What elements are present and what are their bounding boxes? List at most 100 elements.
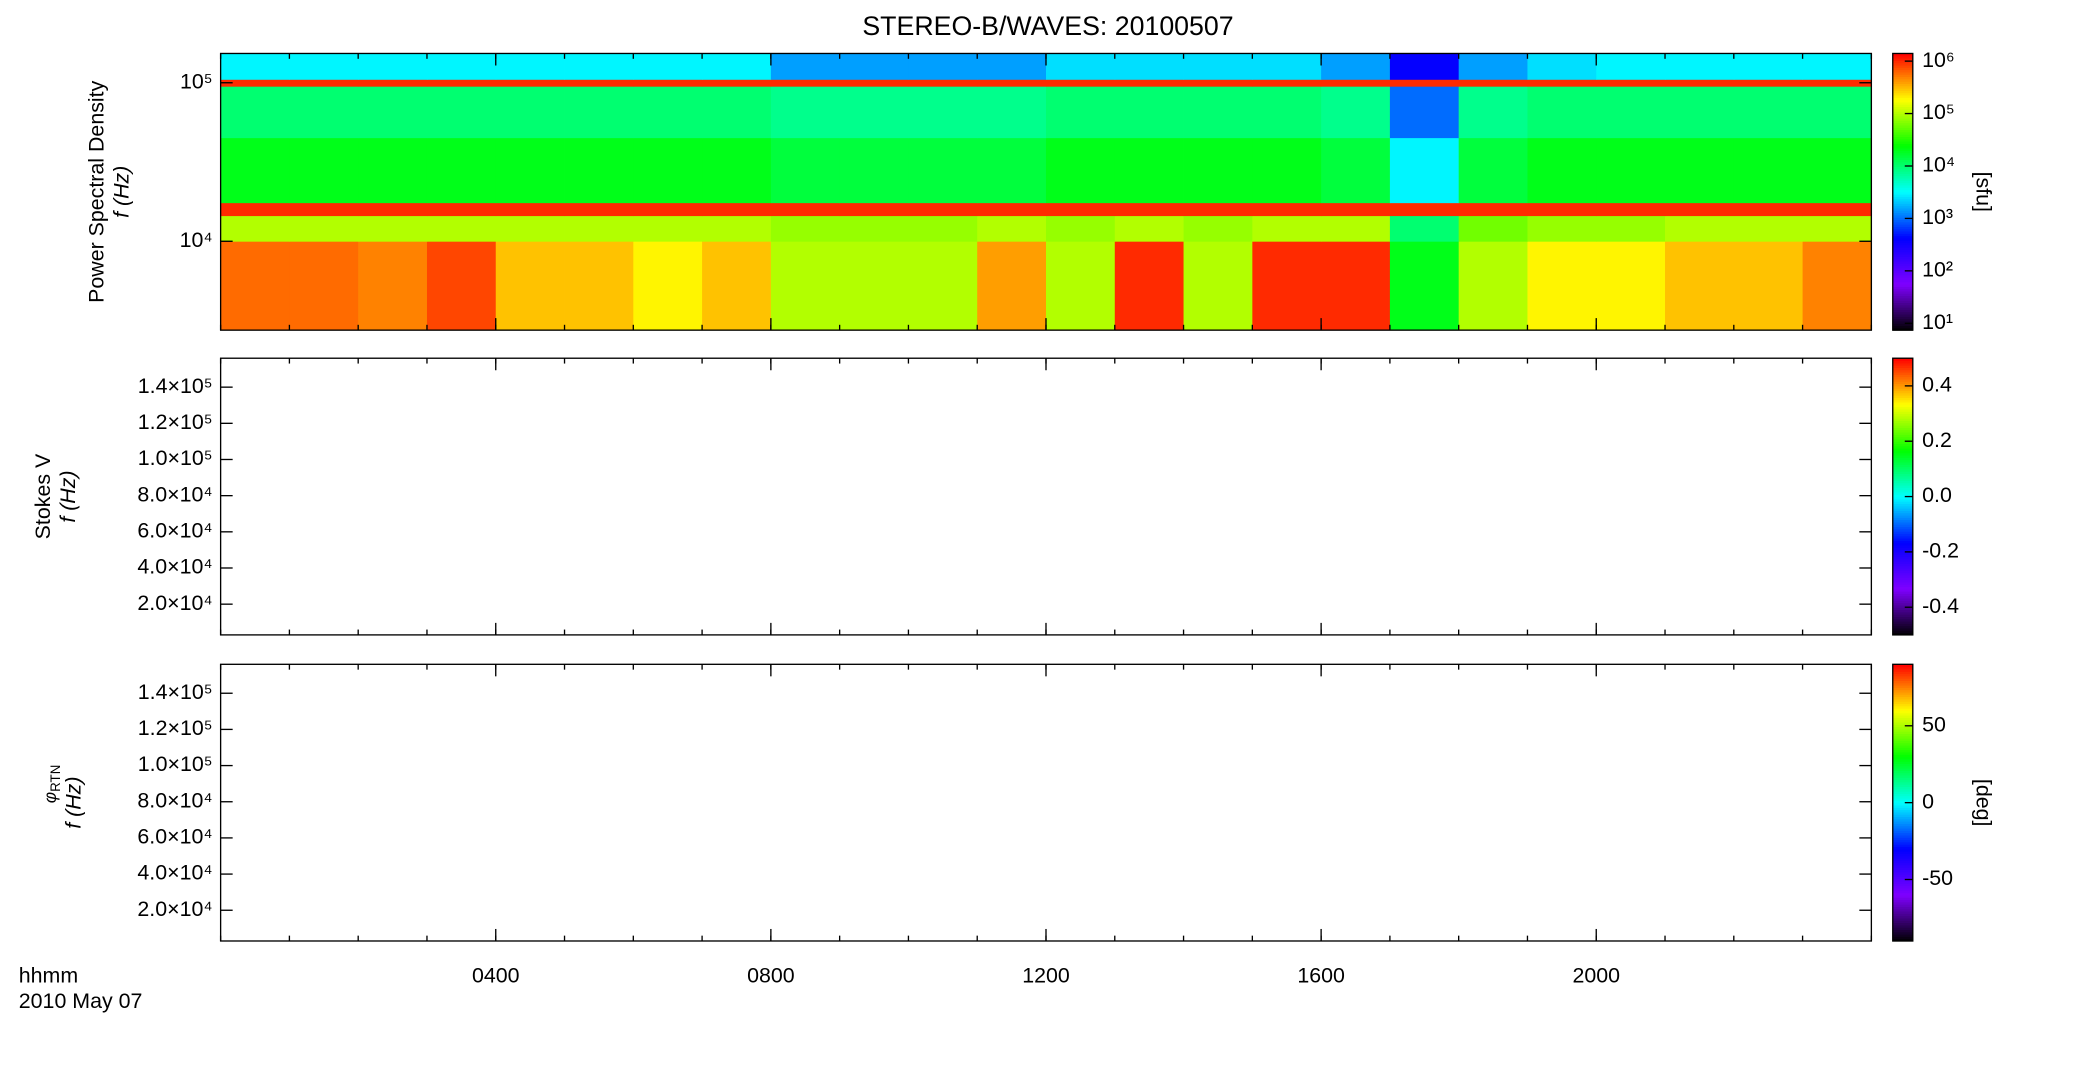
colorbar-segment [1892, 228, 1913, 232]
colorbar-segment [1892, 917, 1913, 921]
colorbar-tick-label: 10⁶ [1922, 48, 1955, 72]
colorbar-segment [1892, 64, 1913, 68]
heatmap-cell [633, 215, 703, 242]
colorbar-segment [1892, 869, 1913, 873]
colorbar-segment [1892, 853, 1913, 857]
colorbar-segment [1892, 673, 1913, 677]
heatmap-cell [1458, 202, 1528, 217]
colorbar-segment [1892, 897, 1913, 901]
colorbar-tick-label: -50 [1922, 866, 1953, 890]
colorbar-segment [1892, 111, 1913, 114]
colorbar-segment [1892, 374, 1913, 378]
colorbar-segment [1892, 464, 1913, 468]
colorbar-segment [1892, 830, 1913, 834]
colorbar-segment [1892, 104, 1913, 108]
colorbar-segment [1892, 837, 1913, 841]
colorbar-segment [1892, 360, 1913, 364]
colorbar-segment [1892, 226, 1913, 230]
colorbar-segment [1892, 480, 1913, 484]
heatmap-cell [1665, 86, 1735, 139]
colorbar-segment [1892, 127, 1913, 131]
heatmap-cell [220, 215, 290, 242]
colorbar-segment [1892, 207, 1913, 211]
heatmap-cell [220, 137, 290, 204]
colorbar-segment [1892, 526, 1913, 530]
colorbar-segment [1892, 913, 1913, 917]
colorbar-segment [1892, 607, 1913, 611]
heatmap-cell [1389, 202, 1460, 217]
colorbar-segment [1892, 814, 1913, 818]
heatmap-cell [495, 241, 565, 331]
heatmap-cell [1802, 202, 1872, 217]
heatmap-cell [1114, 86, 1184, 139]
colorbar-segment [1892, 115, 1913, 119]
colorbar-segment [1892, 74, 1913, 78]
colorbar-segment [1892, 881, 1913, 884]
colorbar-segment [1892, 588, 1913, 592]
heatmap-cell [426, 137, 497, 204]
y-tick-label: 10⁵ [180, 69, 213, 93]
colorbar-segment [1892, 302, 1913, 306]
colorbar-segment [1892, 138, 1913, 142]
heatmap-cell [564, 241, 634, 331]
y-tick-label: 2.0×10⁴ [137, 591, 212, 615]
heatmap-cell [1252, 86, 1322, 139]
colorbar-segment [1892, 378, 1913, 382]
colorbar-tick-label: 50 [1922, 712, 1946, 736]
colorbar-segment [1892, 496, 1913, 500]
colorbar-segment [1892, 219, 1913, 223]
chart-title: STEREO-B/WAVES: 20100507 [862, 11, 1233, 41]
colorbar-segment [1892, 708, 1913, 711]
heatmap-cell [770, 137, 841, 204]
heatmap-cell [977, 241, 1047, 331]
colorbar-segment [1892, 286, 1913, 290]
heatmap-cell [1389, 215, 1460, 242]
colorbar-segment [1892, 811, 1913, 815]
y-axis-label: Stokes V [31, 453, 55, 539]
colorbar-segment [1892, 381, 1913, 385]
y-axis-unit: f (Hz) [56, 470, 80, 522]
colorbar-segment [1892, 240, 1913, 244]
colorbar-label: [sfu] [1972, 172, 1996, 212]
colorbar-segment [1892, 475, 1913, 479]
heatmap-cell [1321, 86, 1391, 139]
heatmap-cell [1665, 202, 1735, 217]
colorbar-segment [1892, 731, 1913, 735]
colorbar-segment [1892, 680, 1913, 684]
colorbar-segment [1892, 466, 1913, 470]
colorbar-segment [1892, 418, 1913, 422]
heatmap-cell [495, 202, 565, 217]
colorbar-segment [1892, 795, 1913, 799]
colorbar-segment [1892, 487, 1913, 491]
colorbar-segment [1892, 235, 1913, 239]
heatmap-cell [1183, 53, 1253, 80]
heatmap-cell [977, 86, 1047, 139]
heatmap-cell [1183, 202, 1253, 217]
heatmap-cell [1045, 53, 1116, 80]
heatmap-cell [1733, 215, 1803, 242]
colorbar-segment [1892, 145, 1913, 149]
colorbar-segment [1892, 58, 1913, 61]
colorbar-segment [1892, 362, 1913, 366]
heatmap-cell [1389, 86, 1460, 139]
colorbar-segment [1892, 438, 1913, 442]
colorbar-segment [1892, 166, 1913, 170]
colorbar-segment [1892, 300, 1913, 304]
colorbar-segment [1892, 876, 1913, 880]
heatmap-cell [1389, 137, 1460, 204]
colorbar-tick-label: 10⁴ [1922, 153, 1955, 177]
colorbar-segment [1892, 88, 1913, 91]
colorbar-segment [1892, 519, 1913, 523]
heatmap-cell [839, 86, 909, 139]
colorbar-tick-label: -0.4 [1922, 594, 1959, 618]
colorbar-segment [1892, 668, 1913, 672]
heatmap-cell [633, 86, 703, 139]
heatmap-cell [1045, 137, 1116, 204]
colorbar-segment [1892, 761, 1913, 764]
colorbar-segment [1892, 682, 1913, 686]
heatmap-cell [1596, 215, 1666, 242]
heatmap-cell [289, 53, 359, 80]
colorbar-segment [1892, 237, 1913, 241]
colorbar-segment [1892, 726, 1913, 730]
